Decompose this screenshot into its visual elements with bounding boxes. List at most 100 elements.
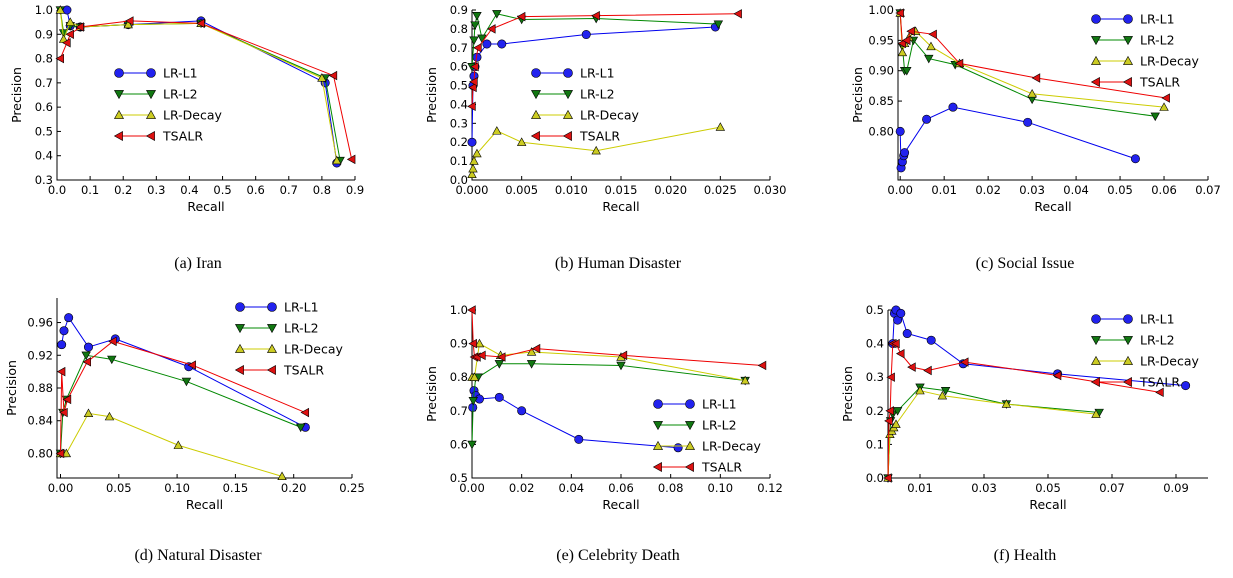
y-tick-label: 0.3	[450, 116, 468, 130]
data-point-lr-l1	[57, 340, 67, 350]
data-point-tsalr	[895, 348, 905, 359]
series-line-lr-l1	[61, 316, 306, 428]
legend-marker	[1122, 55, 1134, 65]
data-point-lr-l1	[581, 30, 591, 40]
legend-marker	[1090, 76, 1100, 88]
data-point-lr-decay	[1001, 399, 1012, 408]
x-tick-label: 0.4	[180, 183, 198, 197]
data-point-tsalr	[75, 22, 84, 32]
legend: LR-L1 LR-L2 LR-Decay TSALR	[1090, 312, 1200, 390]
y-tick-label: 1.0	[450, 303, 468, 317]
data-point-lr-decay	[55, 5, 66, 14]
legend-marker	[1090, 376, 1100, 388]
data-point-tsalr	[1031, 73, 1041, 83]
data-point-tsalr	[883, 473, 892, 483]
data-point-tsalr	[477, 350, 486, 361]
x-tick-label: 0.08	[658, 481, 684, 495]
data-point-lr-l1	[948, 102, 958, 112]
y-tick-label: 0.4	[866, 337, 884, 351]
data-point-lr-l1	[1181, 381, 1191, 391]
data-point-lr-decay	[468, 163, 478, 173]
x-tick-label: 0.020	[654, 183, 687, 197]
x-tick-label: 0.6	[247, 183, 265, 197]
y-axis-label: Precision	[850, 67, 865, 123]
data-point-lr-l1	[1130, 154, 1140, 164]
x-tick-label: 0.05	[1107, 183, 1133, 197]
x-tick-label: 0.9	[346, 183, 364, 197]
x-axis-label: Recall	[602, 497, 639, 512]
legend-label: TSALR	[1139, 75, 1180, 90]
x-tick-label: 0.2	[114, 183, 132, 197]
legend-label: LR-L2	[1140, 33, 1175, 48]
caption-c: (c) Social Issue	[975, 255, 1075, 272]
legend: LR-L1 LR-L2 LR-Decay TSALR	[1090, 12, 1200, 90]
data-point-tsalr	[56, 366, 66, 377]
legend-marker	[113, 130, 123, 142]
legend-marker	[145, 109, 157, 119]
chart-5: 0.00 0.02 0.04 0.06 0.08 0.10 0.12 0.5 0.6 0.7 0.8…	[424, 303, 783, 512]
data-point-lr-l2	[940, 386, 951, 396]
data-point-lr-l2	[181, 377, 192, 387]
legend-label: LR-Decay	[163, 108, 223, 123]
x-axis-label: Recall	[187, 199, 224, 214]
legend-marker	[234, 324, 246, 334]
legend-label: LR-L2	[580, 87, 615, 102]
x-tick-label: 0.05	[106, 481, 132, 495]
data-point-tsalr	[470, 61, 479, 72]
x-tick-label: 0.00	[48, 481, 74, 495]
plot-area	[55, 5, 356, 168]
caption-a: (a) Iran	[174, 255, 222, 272]
data-point-lr-l2	[892, 407, 903, 416]
chart-6: 0.01 0.03 0.05 0.07 0.09 0.0 0.1 0.2 0.3 0.4 0.5 Re…	[840, 303, 1208, 512]
data-point-lr-l1	[1023, 117, 1033, 127]
x-tick-label: 0.07	[1195, 183, 1221, 197]
legend-marker	[530, 90, 542, 100]
data-point-lr-decay	[1027, 88, 1037, 98]
y-tick-label: 0.1	[450, 154, 468, 168]
caption-f: (f) Health	[993, 547, 1057, 564]
series-line-lr-l2	[471, 363, 746, 445]
data-point-tsalr	[618, 350, 628, 361]
data-point-lr-decay	[123, 19, 133, 29]
data-point-lr-decay	[467, 169, 477, 178]
data-point-lr-l1	[64, 313, 74, 323]
data-point-tsalr	[65, 29, 74, 39]
data-point-lr-l1	[83, 342, 93, 352]
data-point-lr-l1	[59, 326, 69, 336]
legend: LR-L1 LR-L2 LR-Decay TSALR	[652, 397, 762, 475]
legend-label: LR-L1	[1140, 312, 1175, 327]
x-tick-label: 0.01	[931, 183, 957, 197]
x-tick-label: 0.000	[456, 183, 489, 197]
data-point-tsalr	[1052, 370, 1062, 381]
x-tick-label: 0.06	[1151, 183, 1177, 197]
y-tick-label: 0.5	[866, 303, 884, 317]
plot-area	[467, 9, 742, 178]
data-point-lr-decay	[332, 155, 342, 165]
legend-marker	[530, 130, 540, 142]
y-tick-label: 0.5	[450, 79, 468, 93]
y-tick-label: 0.84	[27, 414, 53, 428]
data-point-tsalr	[62, 394, 72, 405]
data-point-lr-decay	[897, 47, 908, 57]
legend-marker	[145, 130, 155, 142]
y-tick-label: 0.95	[868, 33, 894, 47]
legend-label: LR-Decay	[284, 342, 344, 357]
y-tick-label: 0.7	[450, 404, 468, 418]
data-point-tsalr	[906, 26, 915, 36]
series-line-tsalr	[887, 343, 1161, 479]
data-point-lr-l2	[526, 360, 537, 369]
y-tick-label: 0.9	[35, 27, 53, 41]
data-point-lr-l2	[81, 351, 91, 361]
legend-marker	[114, 68, 124, 78]
y-tick-label: 0.2	[866, 404, 884, 418]
legend-marker	[562, 130, 572, 142]
data-point-lr-l1	[896, 308, 906, 318]
plot-area	[895, 8, 1170, 173]
data-point-tsalr	[928, 29, 937, 39]
x-tick-label: 0.25	[339, 481, 365, 495]
y-tick-label: 0.85	[868, 94, 894, 108]
legend-marker	[1122, 355, 1134, 365]
plot-area	[55, 313, 310, 481]
data-point-tsalr	[895, 8, 904, 18]
